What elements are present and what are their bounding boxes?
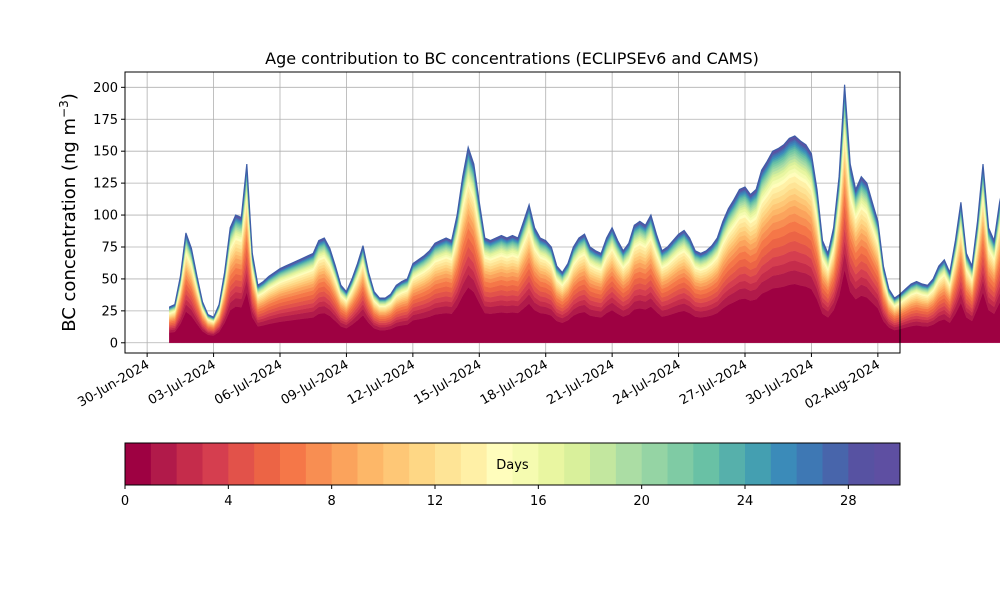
colorbar-cell-4 (228, 443, 255, 485)
colorbar-cell-2 (176, 443, 203, 485)
colorbar-cell-22 (693, 443, 720, 485)
colorbar-cell-20 (641, 443, 668, 485)
colorbar-ticks: 0 4 8 12 16 20 24 28 (121, 485, 857, 509)
stacked-areas (169, 84, 1000, 343)
colorbar-cell-0 (125, 443, 152, 485)
colorbar-cell-23 (719, 443, 746, 485)
y-axis-title: BC concentration (ng m−3) (57, 93, 80, 332)
colorbar-tick-label: 16 (530, 494, 547, 509)
colorbar-cell-18 (590, 443, 617, 485)
x-tick-label: 06-Jul-2024 (212, 357, 285, 408)
colorbar-tick-label: 4 (224, 494, 232, 509)
colorbar-cell-29 (874, 443, 901, 485)
x-tick-label: 15-Jul-2024 (411, 357, 484, 408)
colorbar-tick-label: 12 (427, 494, 444, 509)
colorbar-cell-12 (435, 443, 462, 485)
colorbar-label: Days (496, 458, 529, 473)
y-tick-label: 175 (93, 113, 118, 128)
colorbar-cell-13 (460, 443, 488, 485)
y-axis-title-main: BC concentration (ng m (59, 118, 80, 332)
colorbar-tick-label: 8 (328, 494, 336, 509)
colorbar-cell-16 (538, 443, 565, 485)
y-tick-label: 25 (101, 304, 118, 319)
x-tick-label: 03-Jul-2024 (146, 357, 219, 408)
colorbar-cell-8 (331, 443, 358, 485)
colorbar-cell-10 (383, 443, 410, 485)
colorbar-cell-7 (305, 443, 333, 485)
y-tick-label: 150 (93, 145, 118, 160)
x-tick-label: 09-Jul-2024 (279, 357, 352, 408)
colorbar-cell-26 (796, 443, 823, 485)
colorbar-cell-25 (770, 443, 798, 485)
y-tick-label: 50 (101, 272, 118, 287)
y-axis-title-close: ) (59, 93, 80, 100)
colorbar-cell-17 (564, 443, 591, 485)
colorbar-tick-label: 24 (737, 494, 754, 509)
colorbar-cell-15 (512, 443, 539, 485)
x-tick-label: 12-Jul-2024 (345, 357, 418, 408)
colorbar: Days 0 4 8 12 16 20 24 28 (121, 442, 901, 509)
y-tick-label: 100 (93, 209, 118, 224)
y-axis-title-superscript: −3 (57, 100, 71, 118)
colorbar-cell-6 (280, 443, 307, 485)
plot-frame (124, 71, 901, 354)
y-axis-ticks: 0 25 50 75 100 125 150 175 200 (93, 81, 125, 351)
y-tick-label: 125 (93, 177, 118, 192)
y-tick-label: 75 (101, 240, 118, 255)
colorbar-tick-label: 20 (633, 494, 650, 509)
x-axis-ticks: 30-Jun-202403-Jul-202406-Jul-202409-Jul-… (75, 353, 883, 413)
colorbar-cell-3 (202, 443, 229, 485)
x-tick-label: 21-Jul-2024 (544, 357, 617, 408)
colorbar-tick-label: 0 (121, 494, 129, 509)
colorbar-cell-24 (745, 443, 772, 485)
x-tick-label: 27-Jul-2024 (677, 357, 750, 408)
colorbar-cell-5 (254, 443, 281, 485)
x-tick-label: 02-Aug-2024 (803, 357, 883, 412)
colorbar-cell-1 (150, 443, 178, 485)
x-tick-label: 18-Jul-2024 (478, 357, 551, 408)
colorbar-cells (125, 443, 901, 485)
colorbar-cell-27 (822, 443, 849, 485)
y-tick-label: 0 (110, 336, 118, 351)
colorbar-cell-19 (615, 443, 643, 485)
colorbar-tick-label: 28 (840, 494, 857, 509)
colorbar-cell-11 (409, 443, 436, 485)
x-tick-label: 30-Jun-2024 (75, 357, 152, 410)
x-tick-label: 24-Jul-2024 (611, 357, 684, 408)
colorbar-cell-14 (486, 443, 513, 485)
colorbar-cell-21 (667, 443, 694, 485)
y-tick-label: 200 (93, 81, 118, 96)
colorbar-cell-28 (848, 443, 875, 485)
colorbar-cell-9 (357, 443, 384, 485)
chart-title: Age contribution to BC concentrations (E… (265, 49, 759, 68)
colorbar-frame (124, 442, 901, 486)
total-outline (169, 84, 1000, 318)
